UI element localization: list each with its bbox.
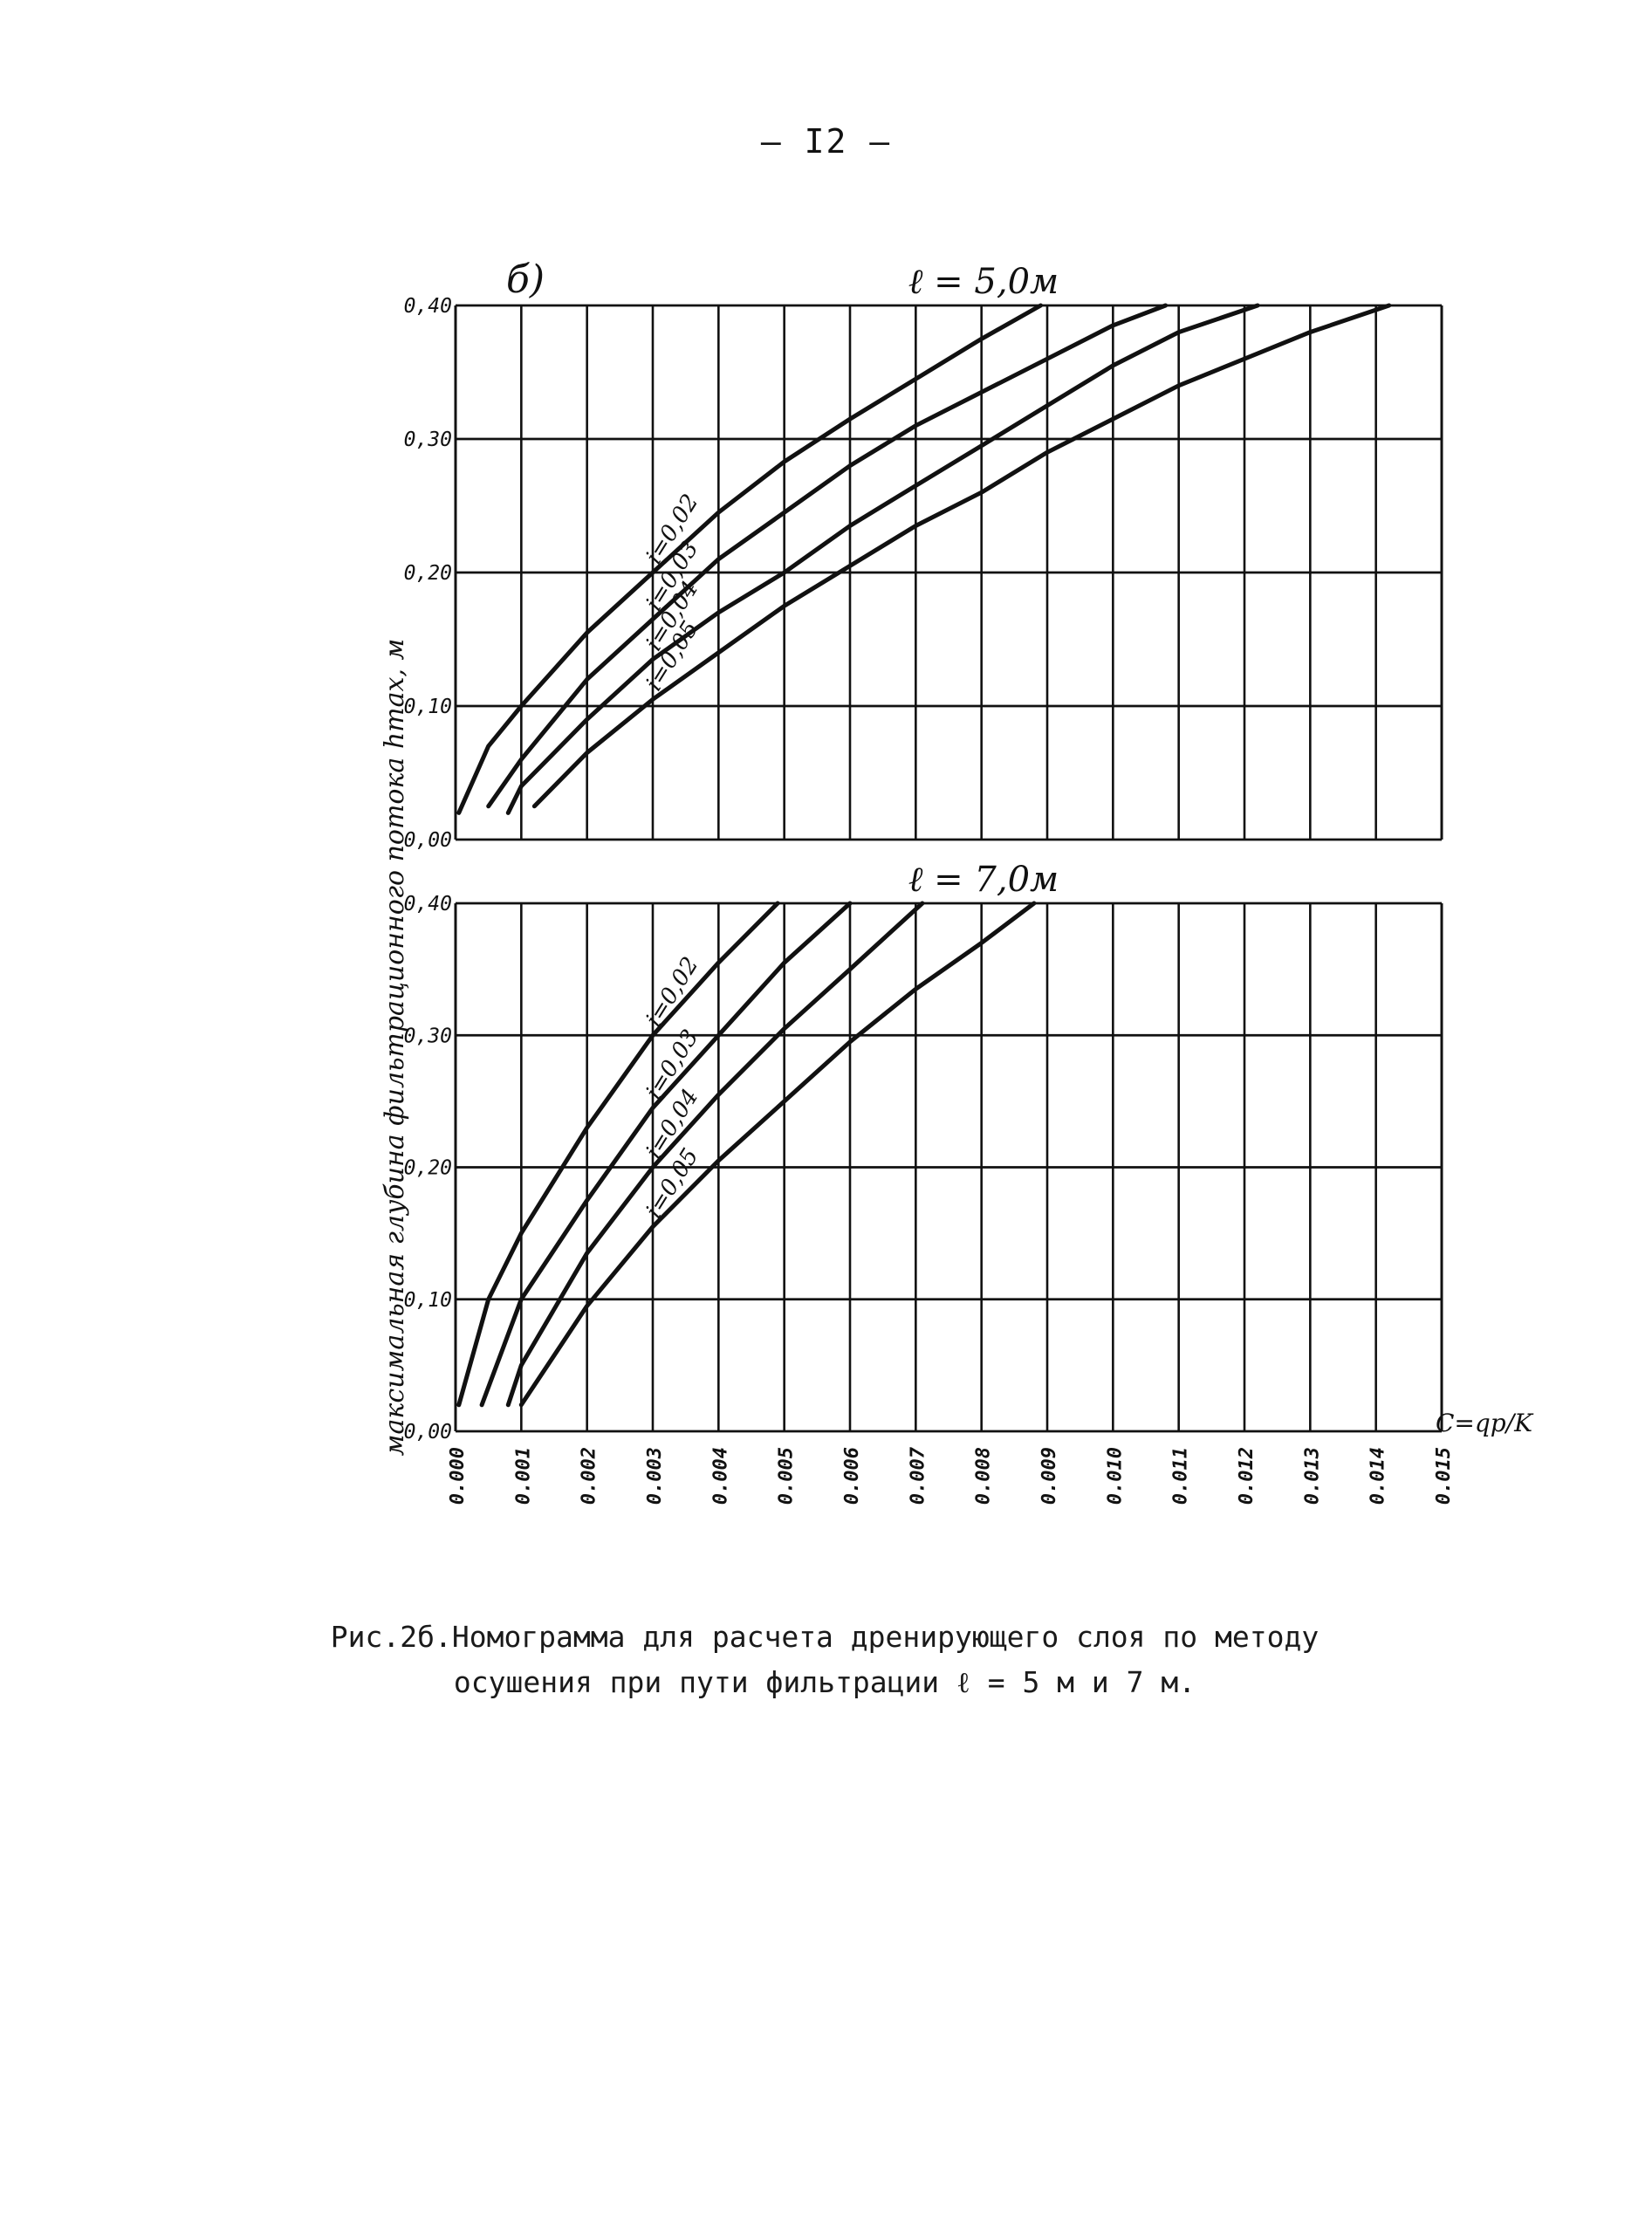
bottom-y-tick-label: 0,10 bbox=[404, 1289, 452, 1312]
bottom-y-tick-label: 0,00 bbox=[404, 1421, 452, 1444]
top-y-tick-label: 0,30 bbox=[404, 429, 452, 451]
top-y-tick-label: 0,00 bbox=[404, 829, 452, 852]
x-tick-label: 0.008 bbox=[973, 1447, 995, 1505]
x-tick-label: 0.000 bbox=[447, 1447, 469, 1505]
bottom-y-tick-label: 0,20 bbox=[404, 1157, 452, 1180]
x-tick-label: 0.011 bbox=[1170, 1447, 1192, 1505]
x-tick-label: 0.003 bbox=[644, 1447, 666, 1505]
x-tick-label: 0.005 bbox=[776, 1447, 798, 1505]
bottom-y-tick-label: 0,30 bbox=[404, 1025, 452, 1047]
x-tick-label: 0.001 bbox=[512, 1447, 534, 1505]
x-tick-label: 0.014 bbox=[1368, 1447, 1389, 1505]
page-number: — I2 — bbox=[760, 122, 892, 161]
x-tick-label: 0.010 bbox=[1104, 1447, 1126, 1505]
chart-l5: ℓ = 5,0м0,000,100,200,300,40i=0,02i=0,03… bbox=[404, 262, 1443, 852]
top-y-tick-label: 0,10 bbox=[404, 696, 452, 718]
bottom-series-line bbox=[456, 901, 780, 1408]
top-y-tick-label: 0,20 bbox=[404, 562, 452, 585]
top-series-line bbox=[505, 303, 1260, 815]
top-series-line bbox=[531, 303, 1392, 809]
caption-line-1: Рис.2б.Номограмма для расчета дренирующе… bbox=[330, 1620, 1320, 1654]
x-tick-label: 0.007 bbox=[907, 1446, 929, 1505]
bottom-series-line bbox=[518, 901, 1037, 1408]
bottom-series-line bbox=[479, 901, 853, 1408]
x-tick-label: 0.006 bbox=[841, 1447, 863, 1505]
caption-line-2: осушения при пути фильтрации ℓ = 5 м и 7… bbox=[453, 1665, 1196, 1699]
bottom-y-tick-label: 0,40 bbox=[404, 893, 452, 915]
x-tick-label: 0.013 bbox=[1301, 1447, 1323, 1505]
x-tick-label: 0.004 bbox=[709, 1447, 731, 1505]
chart-l7: ℓ = 7,0м 0.000 0.001 0.002 0.003 0.004 0.005 0.… bbox=[404, 860, 1455, 1505]
x-tick-label: 0.012 bbox=[1236, 1447, 1258, 1505]
top-y-tick-label: 0,40 bbox=[404, 295, 452, 318]
top-series-line bbox=[486, 303, 1169, 809]
y-axis-label: максимальная глубина фильтрационного пот… bbox=[380, 639, 410, 1457]
top-series-line bbox=[456, 303, 1043, 815]
x-tick-label: 0.009 bbox=[1038, 1447, 1060, 1505]
bottom-series-line bbox=[505, 901, 925, 1408]
x-axis-label: C=qp/K bbox=[1436, 1409, 1534, 1437]
x-tick-label: 0.002 bbox=[579, 1447, 600, 1505]
figure-caption: Рис.2б.Номограмма для расчета дренирующе… bbox=[262, 1615, 1388, 1705]
x-tick-label: 0.015 bbox=[1433, 1447, 1455, 1505]
bottom-chart-title: ℓ = 7,0м bbox=[908, 860, 1059, 900]
top-chart-title: ℓ = 5,0м bbox=[908, 262, 1059, 302]
panel-marker: б) bbox=[506, 257, 545, 302]
